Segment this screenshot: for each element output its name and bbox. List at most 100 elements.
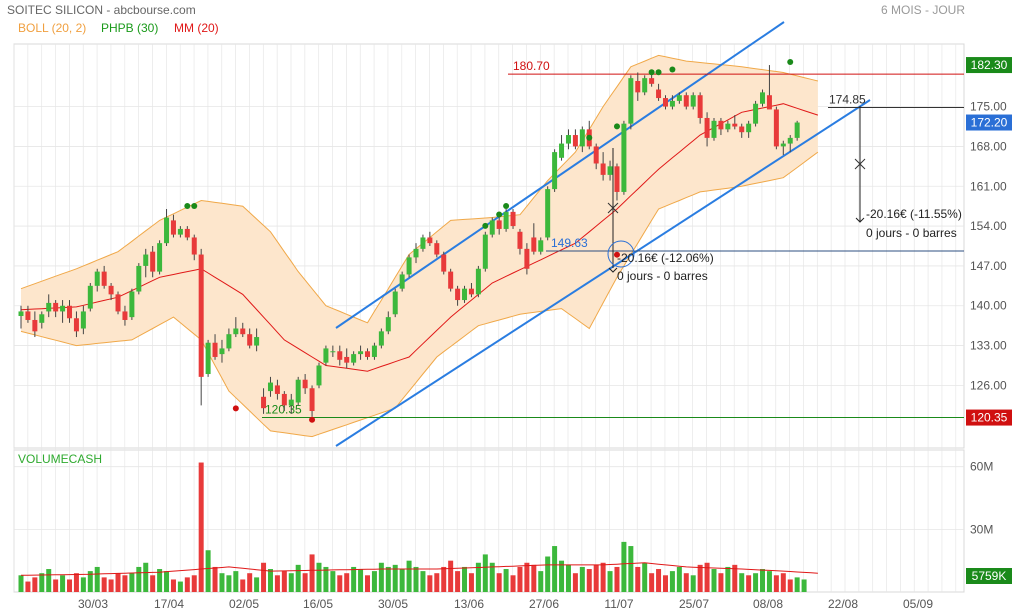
measure-span-1: 0 jours - 0 barres [617,269,708,283]
volume-bar [510,575,516,592]
candle-body [94,271,100,286]
candle-body [600,163,606,175]
candle-body [593,146,599,164]
measure-span-2: 0 jours - 0 barres [866,226,957,240]
peak-marker [613,123,620,130]
volume-panel-frame [13,449,965,593]
candle-body [614,166,620,192]
volume-bar [365,575,370,592]
volume-bar [413,566,419,592]
volume-bar [462,566,468,592]
candle-body [150,251,156,272]
volume-bar [39,573,45,592]
peak-marker [184,203,191,210]
candle-body [108,285,114,295]
volume-bar [475,562,481,592]
candle-body [309,388,315,412]
candle-body [760,92,766,104]
volume-bars [18,462,818,592]
volume-average [20,562,818,576]
candle-body [233,328,239,335]
candle-body [351,354,357,363]
volume-bar [302,573,308,592]
volume-bar [669,571,675,592]
volume-bar [517,566,523,592]
volume-bar [157,569,163,592]
volume-bar [732,564,738,592]
candle-body [392,291,398,315]
volume-bar [586,569,592,592]
volume-bar [468,573,474,592]
x-tick-label: 17/04 [154,597,184,611]
volume-bar [718,573,724,592]
level-label-mid: 149.63 [551,236,588,250]
candle-body [274,385,280,394]
volume-bar [593,564,599,592]
candle-body [18,311,24,316]
candle-body [344,356,350,363]
peak-marker [586,134,593,141]
volume-bar [32,577,38,592]
volume-bar [496,573,502,592]
volume-bar [794,577,800,592]
price-tag [966,409,1012,426]
candle-body [517,231,523,249]
volume-bar [642,562,648,592]
volume-bar [559,560,565,592]
x-tick-label: 30/05 [378,597,408,611]
candle-body [254,337,260,346]
candle-body [226,334,232,349]
candle-body [247,334,253,346]
volume-bar [122,575,128,592]
volume-bar [177,581,183,592]
volume-bar [150,575,156,592]
volume-bar [801,579,807,592]
volume-bar [267,569,273,592]
volume-bar [226,575,232,592]
peak-marker [655,69,662,76]
volume-bar [392,564,398,592]
candle-body [545,189,551,238]
volume-bar [503,569,509,592]
candle-body [267,382,273,392]
candle-body [80,311,86,329]
candle-body [136,265,142,292]
volume-bar [337,575,343,592]
measure-cross-2 [854,158,866,170]
candle-body [39,314,45,323]
price-tag [966,114,1012,131]
measure-circle [607,240,635,268]
bollinger-bands [20,54,819,438]
volume-bar [531,564,537,592]
volume-bar [295,564,301,592]
candle-body [656,89,662,99]
candle-body [32,319,38,332]
volume-bar [489,562,495,592]
candle-body [87,285,93,309]
trough-marker [309,416,316,423]
volume-bar [87,571,93,592]
volume-bar [136,566,142,592]
candle-body [787,137,793,144]
volume-bar [773,575,779,592]
candle-body [219,348,225,355]
candle-body [662,98,668,107]
level-label-high: 174.85 [829,92,866,106]
volume-bar [164,571,170,592]
volume-bar [261,562,267,592]
candle-body [67,305,73,319]
volume-bar [191,575,197,592]
candle-body [261,396,267,409]
volume-bar [371,571,377,592]
volume-bar [219,573,225,592]
volume-tick-label: 60M [970,460,993,474]
volume-bar [621,541,627,592]
candle-body [191,237,197,255]
candle-body [240,328,246,335]
candle-body [462,288,468,301]
volume-bar [579,566,585,592]
candle-body [552,152,558,190]
volume-bar [316,562,322,592]
volume-bar [358,569,364,592]
x-tick-label: 08/08 [753,597,783,611]
